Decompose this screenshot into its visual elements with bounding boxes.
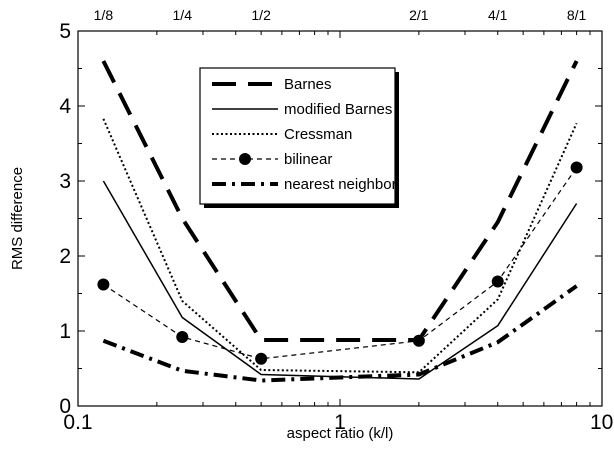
top-ratio-label: 2/1	[409, 7, 429, 23]
legend-box	[199, 67, 396, 205]
legend-label: Barnes	[284, 76, 332, 93]
legend-label: bilinear	[284, 151, 332, 168]
x-tick-label: 0.1	[63, 411, 92, 434]
legend-marker	[239, 153, 251, 165]
y-tick-label: 0	[59, 395, 71, 418]
y-tick-label: 4	[59, 95, 71, 118]
top-ratio-label: 1/8	[94, 7, 114, 23]
y-tick-label: 1	[59, 320, 71, 343]
legend: Barnes modified Barnes Cressman bilinear nea…	[199, 67, 399, 208]
legend-label: Cressman	[284, 126, 352, 143]
x-axis-title: aspect ratio (k/l)	[287, 425, 394, 442]
legend-label: modified Barnes	[284, 101, 392, 118]
legend-label: nearest neighbor	[284, 176, 397, 193]
series-layer	[97, 60, 583, 383]
y-tick-label: 2	[59, 245, 71, 268]
data-point	[570, 161, 583, 174]
series-line-barnes	[101, 60, 579, 342]
x-tick-label: 1	[334, 411, 346, 434]
axis-ticks: 0 1 2 3 4 5 0.1 1 10	[59, 20, 613, 434]
data-point	[255, 352, 268, 365]
top-ratio-label: 1/2	[251, 7, 271, 23]
y-axis-title: RMS difference	[9, 167, 26, 270]
top-ratio-label: 4/1	[488, 7, 508, 23]
data-point	[491, 275, 504, 288]
data-point	[97, 278, 110, 291]
series-line-bilinear	[103, 167, 578, 360]
data-point	[176, 331, 189, 343]
y-tick-label: 3	[59, 170, 71, 193]
series-line-nearest-neighbor	[102, 284, 578, 383]
top-axis-labels: 1/8 1/4 1/2 2/1 4/1 8/1	[94, 7, 587, 23]
x-tick-label: 10	[590, 411, 613, 434]
top-ratio-label: 1/4	[173, 7, 193, 23]
data-point	[412, 334, 425, 347]
top-ratio-label: 8/1	[567, 7, 587, 23]
y-tick-label: 5	[59, 20, 71, 43]
